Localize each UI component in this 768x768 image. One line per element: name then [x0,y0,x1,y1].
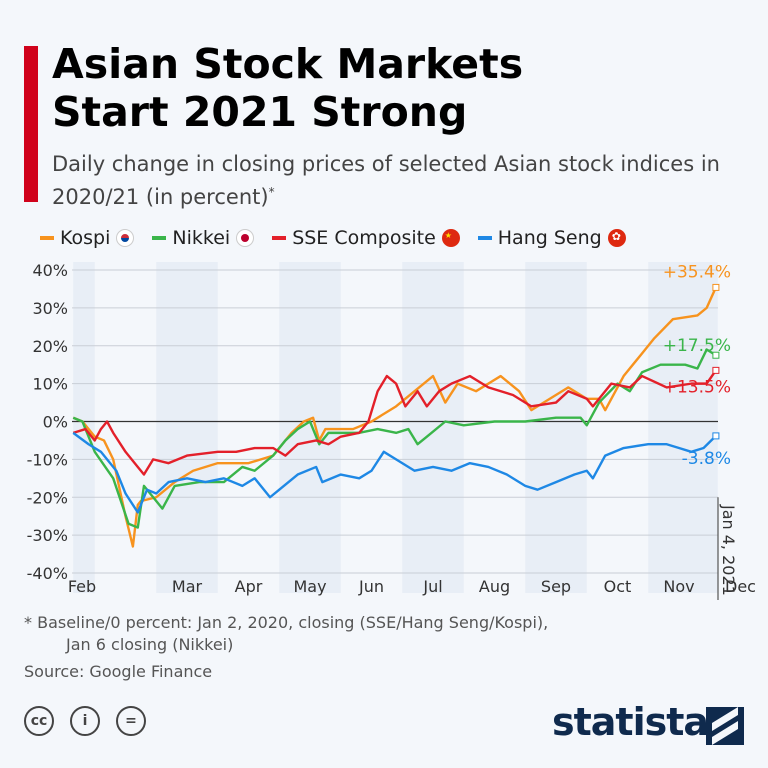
y-tick-label: 20% [32,337,68,356]
x-tick-label: Feb [68,577,96,596]
south-korea-flag-icon [116,229,135,247]
end-value-label: -3.8% [682,449,731,469]
title-line-2: Start 2021 Strong [52,88,468,136]
y-tick-label: 0% [43,413,68,432]
series-line-hang-seng [72,431,717,514]
y-tick-label: -40% [27,564,68,583]
footnote: * Baseline/0 percent: Jan 2, 2020, closi… [24,612,548,656]
end-point-marker [712,283,720,291]
series-line-sse-composite [72,369,717,476]
end-value-label: +13.5% [663,377,731,397]
legend-item-sse: SSE Composite ★ [272,227,460,249]
y-tick-label: 40% [32,261,68,280]
x-tick-label: Nov [663,577,694,596]
end-point-marker [712,432,720,440]
end-value-label: +17.5% [663,336,731,356]
y-tick-label: 30% [32,299,68,318]
month-band [525,262,587,593]
chart-legend: Kospi Nikkei SSE Composite ★ Hang Seng ✿ [40,227,626,249]
y-tick-label: -30% [27,526,68,545]
japan-flag-icon [236,229,255,247]
legend-label: Hang Seng [497,227,602,249]
x-tick-label: Apr [235,577,263,596]
y-tick-label: -20% [27,488,68,507]
y-tick-label: 10% [32,375,68,394]
month-band [648,262,718,593]
x-tick-label: Aug [479,577,510,596]
legend-label: SSE Composite [292,227,436,249]
china-flag-icon: ★ [441,229,460,247]
cc-label: cc [30,713,48,729]
y-tick-label: -10% [27,450,68,469]
footnote-line-1: * Baseline/0 percent: Jan 2, 2020, closi… [24,613,549,632]
end-date-label: Jan 4, 2021 [719,504,738,596]
statista-logo[interactable]: statista [552,700,709,744]
legend-label: Kospi [60,227,111,249]
accent-bar [24,46,38,202]
series-line-kospi [72,286,717,548]
footnote-line-2: Jan 6 closing (Nikkei) [66,635,234,654]
subtitle: Daily change in closing prices of select… [52,150,732,211]
x-tick-label: Mar [172,577,203,596]
x-tick-label: Oct [604,577,632,596]
legend-item-nikkei: Nikkei [152,227,255,249]
source: Source: Google Finance [24,662,213,681]
page-title: Asian Stock Markets Start 2021 Strong [52,40,523,136]
month-band [156,262,218,593]
nd-label: = [125,713,137,729]
x-tick-label: Jul [422,577,442,596]
end-point-marker [712,351,720,359]
legend-swatch [152,236,167,240]
title-line-1: Asian Stock Markets [52,40,524,88]
legend-swatch [40,236,54,240]
month-band [279,262,341,593]
footnote-mark: * [268,185,275,199]
legend-item-kospi: Kospi [40,227,135,249]
by-label: i [82,713,88,729]
cc-icon[interactable]: cc [24,706,54,736]
month-band [402,262,464,593]
legend-swatch [477,236,492,240]
legend-item-hang-seng: Hang Seng ✿ [477,227,626,249]
attribution-icon[interactable]: i [70,706,100,736]
end-point-marker [712,366,720,374]
x-tick-label: Jun [358,577,384,596]
x-tick-label: Sep [541,577,571,596]
subtitle-text: Daily change in closing prices of select… [52,152,720,209]
x-tick-label: Dec [725,577,756,596]
statista-logo-mark-icon [706,707,744,745]
legend-label: Nikkei [172,227,231,249]
legend-swatch [272,236,287,240]
hong-kong-flag-icon: ✿ [607,229,626,247]
end-value-label: +35.4% [663,262,731,282]
x-tick-label: May [293,577,326,596]
no-derivatives-icon[interactable]: = [116,706,146,736]
